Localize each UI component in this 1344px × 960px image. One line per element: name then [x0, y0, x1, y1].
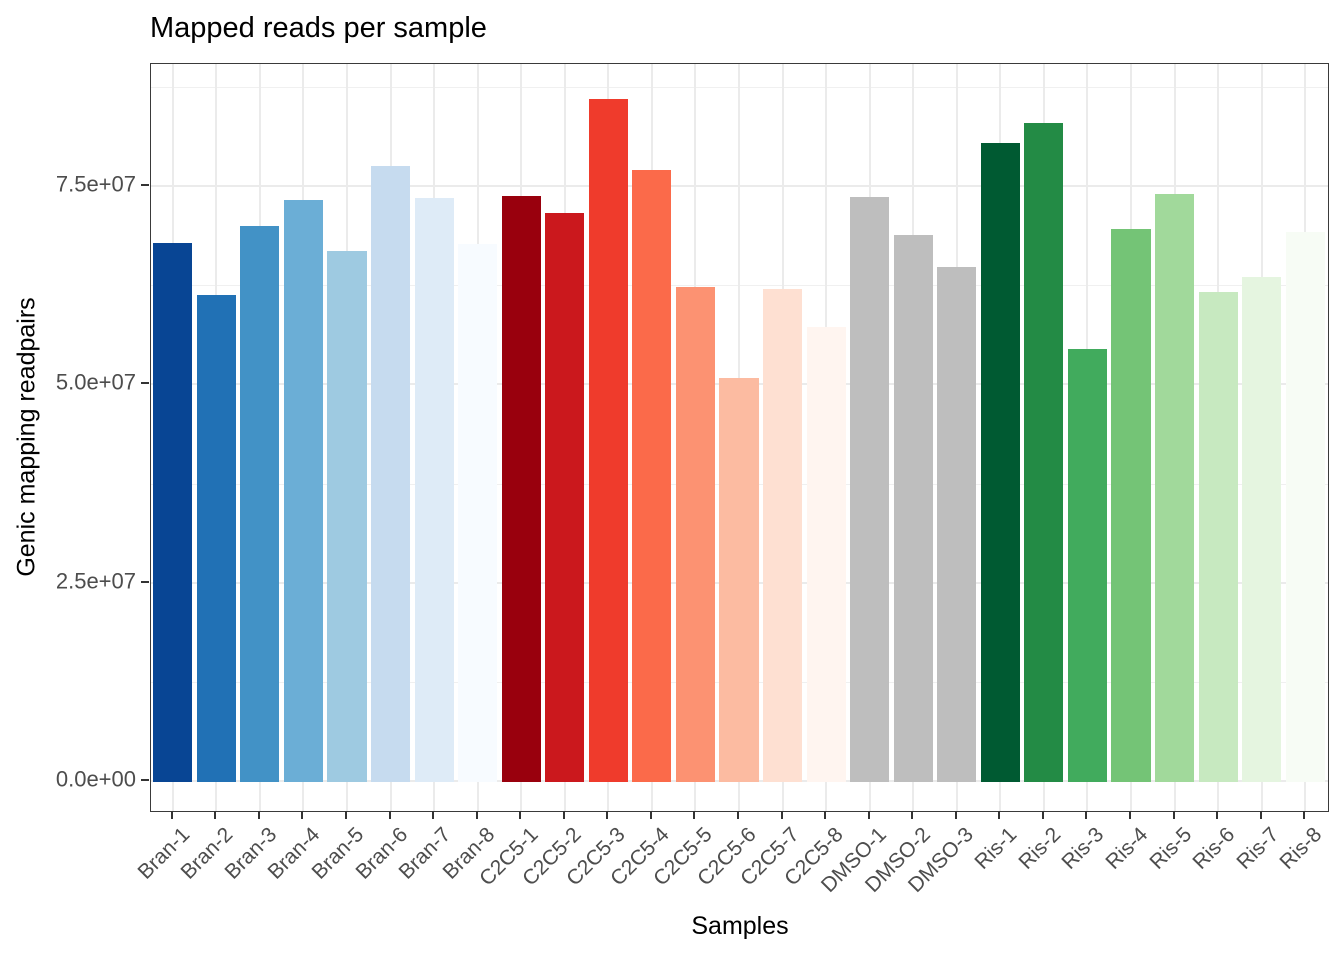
x-tick-mark [1129, 810, 1131, 819]
x-tick-label: Ris-6 [1188, 823, 1240, 874]
x-tick-mark [562, 810, 565, 819]
bar-C2C5-2 [545, 213, 585, 782]
x-tick-mark [257, 810, 260, 819]
y-axis-title: Genic mapping readpairs [12, 297, 41, 577]
x-tick-label: Ris-8 [1275, 823, 1327, 874]
bar-Ris-6 [1198, 291, 1238, 782]
bar-Bran-1 [153, 243, 193, 782]
bar-C2C5-4 [632, 170, 672, 782]
y-tick-label: 5.0e+07 [55, 369, 136, 395]
bar-Bran-4 [283, 199, 324, 782]
x-tick-mark [519, 810, 522, 819]
bar-Bran-5 [327, 251, 367, 782]
y-tick-label: 7.5e+07 [55, 171, 136, 197]
bar-Ris-1 [980, 143, 1020, 782]
bar-Ris-8 [1285, 232, 1325, 782]
bar-Ris-5 [1154, 194, 1195, 782]
bar-C2C5-6 [719, 378, 759, 782]
y-tick-label: 0.0e+00 [55, 766, 136, 792]
x-tick-label: Ris-7 [1232, 823, 1283, 874]
bar-Bran-6 [370, 166, 411, 782]
x-tick-mark [1259, 810, 1262, 819]
x-tick-mark [214, 810, 217, 819]
x-tick-mark [1085, 810, 1088, 819]
x-tick-mark [1216, 810, 1219, 819]
x-tick-label: Ris-4 [1101, 823, 1153, 874]
x-tick-mark [1303, 810, 1306, 819]
x-tick-mark [998, 810, 1001, 819]
x-tick-mark [780, 810, 783, 819]
bar-C2C5-7 [762, 289, 803, 782]
bar-DMSO-2 [893, 234, 933, 782]
bar-C2C5-1 [501, 195, 541, 782]
bar-C2C5-8 [806, 326, 846, 782]
bar-Ris-7 [1242, 276, 1282, 782]
bar-Ris-2 [1024, 122, 1064, 782]
x-tick-mark [388, 810, 391, 819]
x-tick-mark [345, 810, 347, 819]
x-tick-label: Ris-3 [1057, 823, 1109, 874]
bar-Bran-8 [458, 244, 498, 782]
x-tick-mark [649, 810, 652, 819]
x-tick-mark [867, 810, 870, 819]
x-tick-label: Ris-5 [1144, 823, 1196, 874]
bar-Bran-3 [240, 225, 280, 782]
x-tick-label: Ris-2 [1014, 823, 1066, 874]
bar-Bran-7 [414, 198, 454, 782]
x-axis-title: Samples [691, 912, 789, 940]
y-tick-mark [141, 184, 149, 186]
x-tick-mark [954, 810, 957, 819]
bar-Ris-4 [1111, 229, 1151, 782]
bar-Ris-3 [1067, 348, 1108, 782]
x-tick-label: Ris-1 [970, 823, 1022, 874]
x-tick-mark [170, 810, 173, 819]
x-tick-mark [606, 810, 609, 819]
y-tick-label: 2.5e+07 [55, 568, 136, 594]
y-tick-mark [141, 382, 149, 385]
x-tick-mark [1172, 810, 1175, 819]
bar-Bran-2 [196, 294, 236, 782]
x-tick-mark [432, 810, 435, 819]
bar-C2C5-5 [675, 286, 716, 782]
x-tick-mark [1041, 810, 1044, 819]
x-tick-mark [737, 810, 739, 819]
y-tick-mark [141, 580, 149, 583]
chart-title: Mapped reads per sample [150, 12, 487, 44]
bar-C2C5-3 [588, 98, 628, 782]
x-tick-mark [824, 810, 827, 819]
bar-DMSO-3 [937, 267, 977, 782]
plot-panel [150, 63, 1329, 812]
x-tick-mark [301, 810, 304, 819]
bar-DMSO-1 [850, 196, 890, 782]
y-tick-mark [141, 779, 149, 781]
x-tick-mark [475, 810, 478, 819]
x-tick-mark [693, 810, 696, 819]
x-tick-mark [911, 810, 914, 819]
